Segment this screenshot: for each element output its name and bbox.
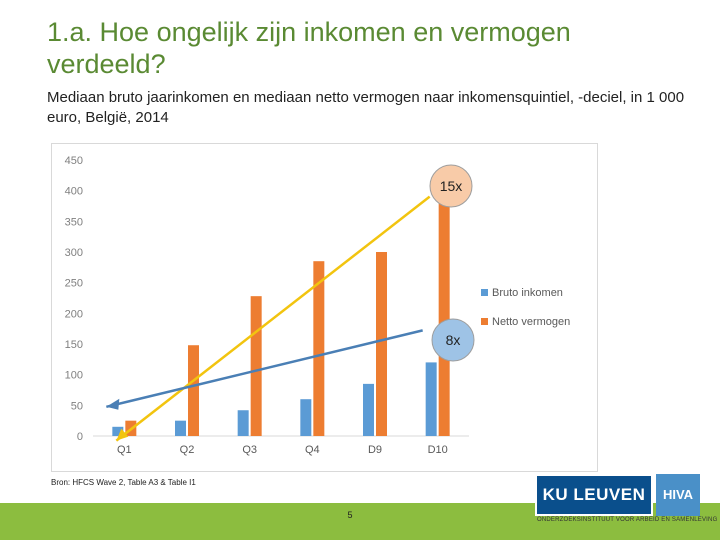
- bar-chart: 0 50 100 150 200 250 300 350 400 450 Q1 Q2 Q3 Q4 D9 D10…: [65, 155, 571, 456]
- y-tick-label: 0: [77, 431, 83, 443]
- annotation-label: 15x: [440, 178, 463, 194]
- bar-bruto-inkomen: [363, 383, 374, 436]
- y-tick-label: 150: [65, 339, 83, 351]
- annotation-bubble: [431, 318, 475, 362]
- bar-netto-vermogen: [188, 345, 199, 436]
- page-number: 5: [347, 510, 353, 520]
- y-tick-label: 50: [71, 400, 83, 412]
- y-tick-label: 400: [65, 186, 83, 198]
- ku-leuven-logo-mark: KU LEUVEN: [535, 474, 653, 516]
- bar-netto-vermogen: [313, 261, 325, 436]
- trend-arrowhead-netto-vermogen: [116, 428, 129, 441]
- x-tick-label: Q2: [180, 444, 195, 456]
- y-tick-label: 100: [65, 370, 83, 382]
- bar-netto-vermogen: [438, 190, 450, 436]
- y-tick-label: 450: [65, 155, 83, 167]
- annotation-bubble: [429, 164, 473, 208]
- legend-swatch: [481, 318, 488, 325]
- y-tick-label: 350: [65, 216, 83, 228]
- trend-line-netto-vermogen: [115, 195, 431, 442]
- bar-bruto-inkomen: [237, 410, 249, 436]
- legend-label: Bruto inkomen: [492, 287, 563, 299]
- legend-label: Netto vermogen: [492, 316, 570, 328]
- source-note: Bron: HFCS Wave 2, Table A3 & Table I1: [51, 478, 196, 487]
- y-tick-label: 250: [65, 278, 83, 290]
- x-tick-label: D10: [428, 444, 448, 456]
- trend-line-bruto-inkomen: [106, 329, 423, 409]
- y-tick-label: 300: [65, 247, 83, 259]
- ku-leuven-logo: KU LEUVEN HIVA ONDERZOEKSINSTITUUT VOOR …: [535, 474, 718, 524]
- x-tick-label: D9: [368, 444, 382, 456]
- hiva-logo-mark: HIVA: [656, 474, 700, 516]
- bar-netto-vermogen: [376, 252, 387, 436]
- bar-bruto-inkomen: [300, 399, 312, 436]
- bar-bruto-inkomen: [425, 362, 437, 436]
- bar-netto-vermogen: [250, 296, 262, 436]
- bar-bruto-inkomen: [112, 426, 124, 436]
- logo-tagline: ONDERZOEKSINSTITUUT VOOR ARBEID EN SAMEN…: [537, 517, 718, 523]
- chart-frame: 0 50 100 150 200 250 300 350 400 450 Q1 Q2 Q3 Q4 D9 D10…: [51, 143, 598, 472]
- legend-swatch: [481, 289, 488, 296]
- slide-subtitle: Mediaan bruto jaarinkomen en mediaan net…: [47, 89, 685, 126]
- x-tick-label: Q4: [305, 444, 320, 456]
- slide-title: 1.a. Hoe ongelijk zijn inkomen en vermog…: [47, 17, 571, 79]
- y-tick-label: 200: [65, 308, 83, 320]
- x-tick-label: Q1: [117, 444, 132, 456]
- bar-bruto-inkomen: [175, 420, 186, 436]
- annotation-label: 8x: [446, 332, 461, 348]
- x-tick-label: Q3: [242, 444, 257, 456]
- trend-arrowhead-bruto-inkomen: [106, 398, 120, 410]
